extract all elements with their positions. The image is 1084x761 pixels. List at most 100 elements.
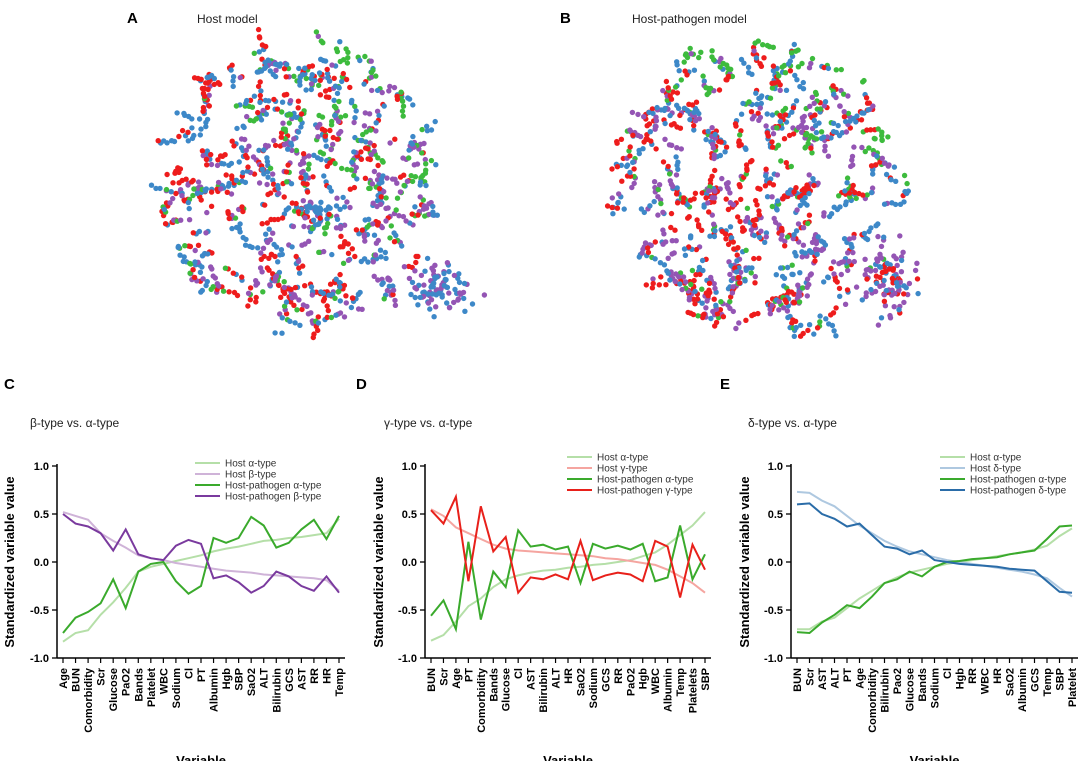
x-tick-label: AST (526, 668, 538, 690)
scatter-point-green (769, 85, 776, 91)
scatter-point-green (688, 281, 694, 288)
scatter-point-red (738, 142, 744, 148)
scatter-point-green (809, 55, 816, 62)
scatter-point-green (380, 159, 386, 165)
scatter-point-purple (845, 250, 851, 256)
legend-label: Host-pathogen α-type (970, 475, 1067, 486)
scatter-point-red (324, 314, 330, 320)
scatter-point-red (283, 74, 289, 80)
scatter-point-purple (257, 265, 264, 271)
scatter-point-red (326, 211, 332, 217)
scatter-point-red (345, 250, 352, 256)
x-tick-label: Glucose (905, 668, 917, 711)
scatter-point-blue (439, 294, 445, 300)
scatter-point-green (862, 148, 868, 155)
scatter-point-red (340, 70, 346, 77)
scatter-point-purple (877, 283, 883, 289)
scatter-point-red (203, 156, 210, 163)
scatter-point-red (367, 156, 373, 163)
scatter-point-green (802, 145, 808, 151)
scatter-point-red (239, 274, 245, 280)
scatter-point-blue (825, 65, 832, 72)
scatter-point-purple (265, 239, 271, 246)
scatter-point-red (317, 215, 323, 221)
scatter-point-purple (370, 259, 376, 265)
scatter-point-blue (226, 162, 232, 168)
scatter-point-red (863, 95, 870, 101)
scatter-point-blue (273, 244, 280, 250)
scatter-point-blue (363, 139, 369, 145)
scatter-point-green (294, 307, 300, 313)
scatter-point-purple (709, 212, 715, 218)
scatter-point-red (814, 325, 821, 331)
scatter-point-blue (279, 251, 285, 258)
scatter-point-purple (401, 264, 408, 270)
scatter-point-red (738, 196, 744, 203)
scatter-point-red (176, 133, 182, 140)
scatter-point-blue (743, 146, 749, 152)
scatter-point-red (763, 166, 769, 172)
scatter-point-purple (804, 293, 810, 299)
scatter-point-blue (406, 96, 413, 102)
scatter-point-blue (681, 105, 688, 112)
x-axis-title: Variable (910, 753, 960, 761)
scatter-point-red (833, 305, 839, 311)
scatter-point-purple (808, 271, 814, 277)
scatter-point-red (653, 146, 659, 152)
scatter-point-green (696, 54, 702, 61)
scatter-point-red (347, 84, 353, 91)
scatter-point-blue (713, 302, 719, 308)
scatter-point-red (390, 291, 396, 298)
scatter-point-blue (198, 126, 204, 132)
scatter-point-purple (446, 305, 453, 311)
scatter-point-blue (288, 140, 294, 146)
scatter-point-blue (324, 70, 331, 77)
scatter-point-blue (153, 185, 159, 192)
scatter-point-purple (897, 233, 903, 239)
scatter-point-green (388, 223, 394, 229)
scatter-point-blue (809, 249, 815, 256)
scatter-point-blue (774, 198, 781, 204)
scatter-point-blue (764, 194, 771, 200)
scatter-point-red (646, 121, 653, 127)
scatter-point-red (259, 42, 266, 48)
scatter-point-purple (751, 48, 757, 54)
scatter-point-blue (764, 111, 770, 117)
scatter-point-green (788, 163, 794, 170)
scatter-point-red (720, 314, 727, 320)
scatter-point-blue (734, 258, 740, 264)
scatter-point-purple (781, 305, 787, 311)
scatter-point-blue (785, 61, 792, 67)
legend-label: Host β-type (225, 470, 277, 481)
scatter-point-red (240, 208, 246, 215)
scatter-point-blue (337, 298, 343, 304)
scatter-point-green (817, 319, 823, 325)
scatter-point-blue (865, 107, 871, 113)
scatter-point-red (677, 112, 683, 119)
scatter-point-blue (409, 279, 416, 286)
scatter-point-green (367, 185, 373, 192)
scatter-point-red (202, 93, 208, 100)
scatter-point-red (769, 139, 775, 145)
scatter-point-red (302, 283, 308, 289)
scatter-point-blue (355, 291, 362, 297)
scatter-point-blue (696, 264, 703, 271)
scatter-point-purple (341, 314, 348, 320)
scatter-point-red (331, 75, 337, 82)
scatter-point-blue (296, 65, 302, 72)
scatter-point-green (387, 235, 393, 241)
scatter-point-blue (181, 254, 187, 260)
scatter-point-red (725, 241, 732, 248)
scatter-point-purple (444, 260, 451, 266)
scatter-point-blue (641, 209, 647, 216)
scatter-point-purple (799, 254, 805, 260)
scatter-point-purple (809, 94, 815, 101)
scatter-point-red (656, 282, 662, 288)
scatter-point-red (703, 290, 709, 296)
scatter-point-blue (859, 297, 865, 303)
scatter-point-red (805, 327, 811, 334)
scatter-point-red (330, 134, 336, 141)
scatter-point-purple (662, 136, 668, 142)
scatter-point-red (685, 309, 691, 316)
scatter-point-green (866, 145, 872, 151)
